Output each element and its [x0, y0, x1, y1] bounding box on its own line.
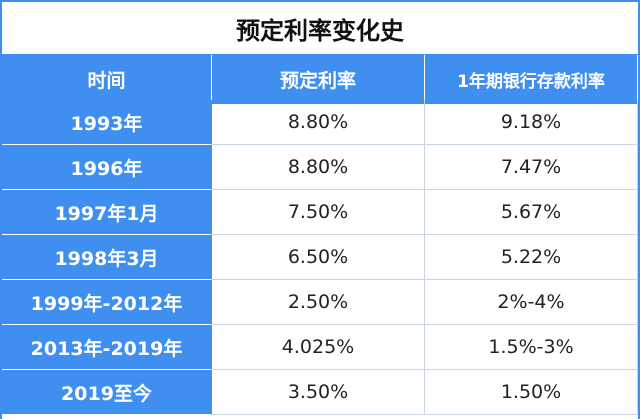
row-label: 2019至今 — [2, 370, 212, 415]
header-cell: 预定利率 — [212, 55, 425, 105]
rate-cell: 2%-4% — [425, 280, 638, 325]
rate-table: 时间 预定利率 1年期银行存款利率 1993年 8.80% 9.18% 1996年 8.80%… — [2, 55, 638, 415]
rate-cell: 1.5%-3% — [425, 325, 638, 370]
row-label: 1999年-2012年 — [2, 280, 212, 325]
row-label: 1997年1月 — [2, 190, 212, 235]
rate-cell: 9.18% — [425, 100, 638, 145]
rate-cell: 7.47% — [425, 145, 638, 190]
rate-cell: 8.80% — [212, 100, 425, 145]
rate-cell: 7.50% — [212, 190, 425, 235]
header-cell: 1年期银行存款利率 — [425, 55, 638, 105]
row-label: 1996年 — [2, 145, 212, 190]
rate-cell: 2.50% — [212, 280, 425, 325]
rate-cell: 8.80% — [212, 145, 425, 190]
title: 预定利率变化史 — [2, 2, 638, 55]
row-label: 1998年3月 — [2, 235, 212, 280]
rate-cell: 5.22% — [425, 235, 638, 280]
row-label: 1993年 — [2, 100, 212, 145]
rate-cell: 5.67% — [425, 190, 638, 235]
rate-cell: 4.025% — [212, 325, 425, 370]
row-label: 2013年-2019年 — [2, 325, 212, 370]
rate-cell: 1.50% — [425, 370, 638, 415]
rate-cell: 3.50% — [212, 370, 425, 415]
header-cell: 时间 — [2, 55, 212, 105]
rate-cell: 6.50% — [212, 235, 425, 280]
